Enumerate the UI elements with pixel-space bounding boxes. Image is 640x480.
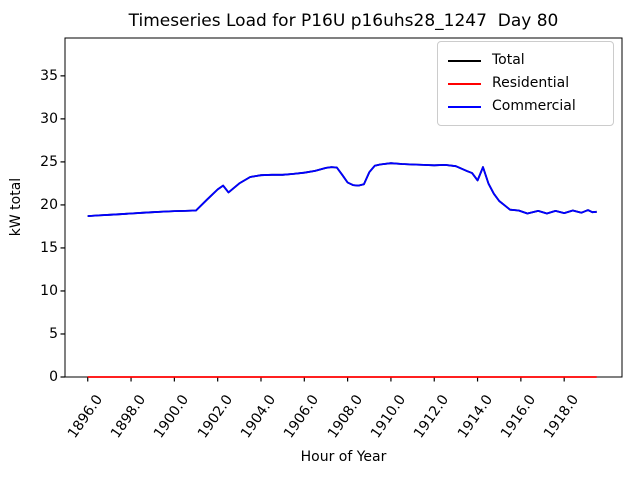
y-tick-label: 30 (40, 110, 58, 127)
y-tick-label: 35 (40, 67, 58, 84)
y-tick-label: 5 (49, 325, 58, 342)
y-tick-label: 0 (49, 369, 58, 385)
legend: Total Residential Commercial (437, 41, 614, 126)
residential-line-sample-icon (448, 82, 481, 85)
x-axis-label: Hour of Year (300, 449, 387, 465)
y-tick-label: 10 (40, 282, 58, 299)
legend-item-residential: Residential (448, 72, 604, 95)
commercial-line-sample-icon (448, 105, 481, 108)
chart-title: Timeseries Load for P16U p16uhs28_1247 D… (128, 11, 559, 31)
y-tick-label: 15 (40, 239, 58, 256)
total-line-sample-icon (448, 59, 481, 62)
legend-item-total: Total (448, 49, 604, 72)
legend-label: Residential (492, 75, 570, 91)
series-line-commercial (87, 162, 597, 217)
legend-item-commercial: Commercial (448, 95, 604, 118)
series-line-total (87, 162, 597, 217)
legend-label: Total (492, 52, 525, 68)
y-tick-label: 25 (40, 153, 58, 170)
y-tick-label: 20 (40, 196, 58, 213)
legend-label: Commercial (492, 98, 576, 114)
